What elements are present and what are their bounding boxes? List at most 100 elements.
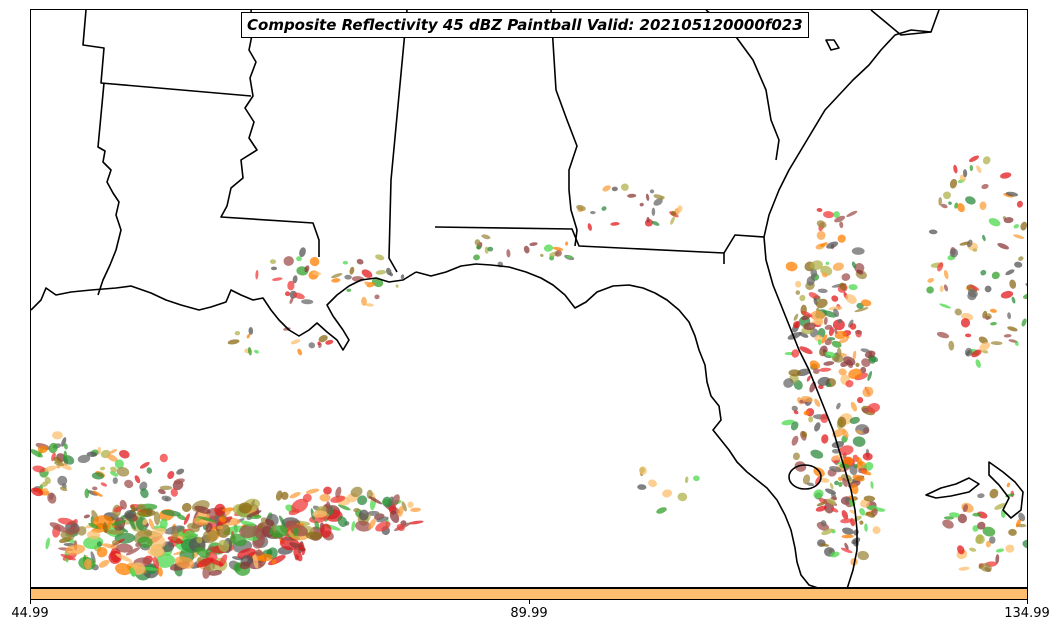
reflectivity-blob [859, 508, 866, 516]
reflectivity-blob [473, 254, 480, 261]
reflectivity-blob [982, 526, 996, 537]
reflectivity-blob [109, 449, 118, 454]
reflectivity-blob [989, 308, 997, 313]
reflectivity-blob [982, 156, 991, 165]
reflectivity-blob [358, 509, 369, 521]
reflectivity-blob [247, 347, 252, 356]
colorbar-tick-mark [529, 600, 530, 604]
reflectivity-blob [523, 245, 530, 254]
reflectivity-blob [292, 292, 305, 300]
reflectivity-blob [864, 523, 868, 532]
reflectivity-blob [96, 547, 108, 558]
reflectivity-blob [975, 359, 981, 368]
reflectivity-blob [205, 523, 213, 533]
reflectivity-blob [988, 218, 1001, 227]
reflectivity-blob [817, 339, 822, 346]
reflectivity-blob [862, 386, 874, 398]
state-border-mississippi-river [220, 10, 320, 257]
reflectivity-blob [330, 495, 346, 503]
reflectivity-blob [985, 540, 991, 548]
reflectivity-blob [309, 256, 320, 267]
reflectivity-blob [960, 318, 971, 328]
reflectivity-blob [285, 520, 291, 528]
reflectivity-blob [375, 270, 387, 275]
reflectivity-blob [218, 539, 230, 553]
reflectivity-blob [289, 492, 301, 499]
reflectivity-blob [670, 216, 675, 225]
reflectivity-blob [693, 475, 700, 482]
reflectivity-blob [88, 522, 99, 529]
reflectivity-blob [292, 275, 298, 284]
reflectivity-blob [848, 368, 863, 380]
reflectivity-blob [357, 495, 368, 506]
reflectivity-blob [823, 361, 835, 366]
reflectivity-blob [60, 554, 76, 561]
reflectivity-blob [83, 514, 91, 519]
reflectivity-blob [299, 247, 306, 258]
reflectivity-blob [803, 322, 816, 331]
reflectivity-blob [814, 422, 821, 432]
reflectivity-blob [288, 509, 300, 516]
reflectivity-blob [837, 318, 843, 324]
reflectivity-blob [101, 543, 117, 549]
reflectivity-blob [838, 338, 849, 344]
reflectivity-blob [845, 294, 857, 304]
reflectivity-blob [114, 563, 132, 576]
reflectivity-blob [576, 204, 586, 211]
reflectivity-blob [972, 248, 978, 252]
reflectivity-blob [305, 531, 323, 540]
reflectivity-blob [840, 518, 852, 524]
reflectivity-blob [196, 557, 214, 568]
reflectivity-blob [982, 234, 986, 242]
reflectivity-blob [846, 210, 858, 217]
reflectivity-blob [848, 284, 858, 291]
reflectivity-blob [202, 529, 218, 544]
reflectivity-blob [361, 269, 373, 279]
reflectivity-blob [137, 536, 153, 548]
reflectivity-blob [826, 241, 839, 249]
colorbar [30, 588, 1028, 600]
reflectivity-blob [64, 544, 86, 555]
reflectivity-blob [841, 273, 851, 281]
reflectivity-blob [391, 494, 400, 507]
reflectivity-blob [140, 488, 149, 499]
reflectivity-blob [979, 563, 992, 572]
reflectivity-blob [646, 216, 650, 223]
reflectivity-blob [397, 506, 404, 517]
reflectivity-blob [856, 430, 863, 435]
reflectivity-blob [331, 278, 341, 283]
reflectivity-blob [174, 556, 195, 569]
reflectivity-blob [164, 525, 185, 535]
reflectivity-blob [936, 331, 950, 339]
reflectivity-blob [173, 478, 185, 485]
reflectivity-blob [31, 449, 43, 458]
reflectivity-blob [355, 520, 372, 532]
reflectivity-blob [621, 183, 629, 191]
reflectivity-blob [497, 261, 504, 268]
reflectivity-blob [834, 215, 846, 223]
reflectivity-blob [318, 335, 328, 343]
reflectivity-blob [645, 193, 650, 201]
reflectivity-blob [275, 490, 283, 501]
reflectivity-blob [823, 211, 834, 219]
reflectivity-blob [325, 339, 334, 345]
reflectivity-blob [854, 307, 869, 313]
reflectivity-blob [857, 550, 869, 561]
reflectivity-blob [368, 518, 376, 530]
reflectivity-blob [164, 497, 169, 502]
reflectivity-blob [852, 350, 857, 360]
reflectivity-blob [86, 451, 98, 458]
reflectivity-blob [1015, 518, 1021, 528]
reflectivity-blob [815, 298, 828, 309]
reflectivity-blob [246, 510, 262, 518]
reflectivity-blob [840, 361, 848, 368]
reflectivity-blob [639, 466, 647, 475]
reflectivity-blob [942, 519, 954, 529]
reflectivity-blob [949, 248, 959, 258]
reflectivity-blob [821, 334, 828, 344]
reflectivity-blob [351, 520, 356, 532]
reflectivity-blob [864, 462, 874, 471]
reflectivity-blob [1022, 539, 1027, 549]
reflectivity-blob [817, 376, 831, 386]
reflectivity-blob [949, 178, 958, 189]
